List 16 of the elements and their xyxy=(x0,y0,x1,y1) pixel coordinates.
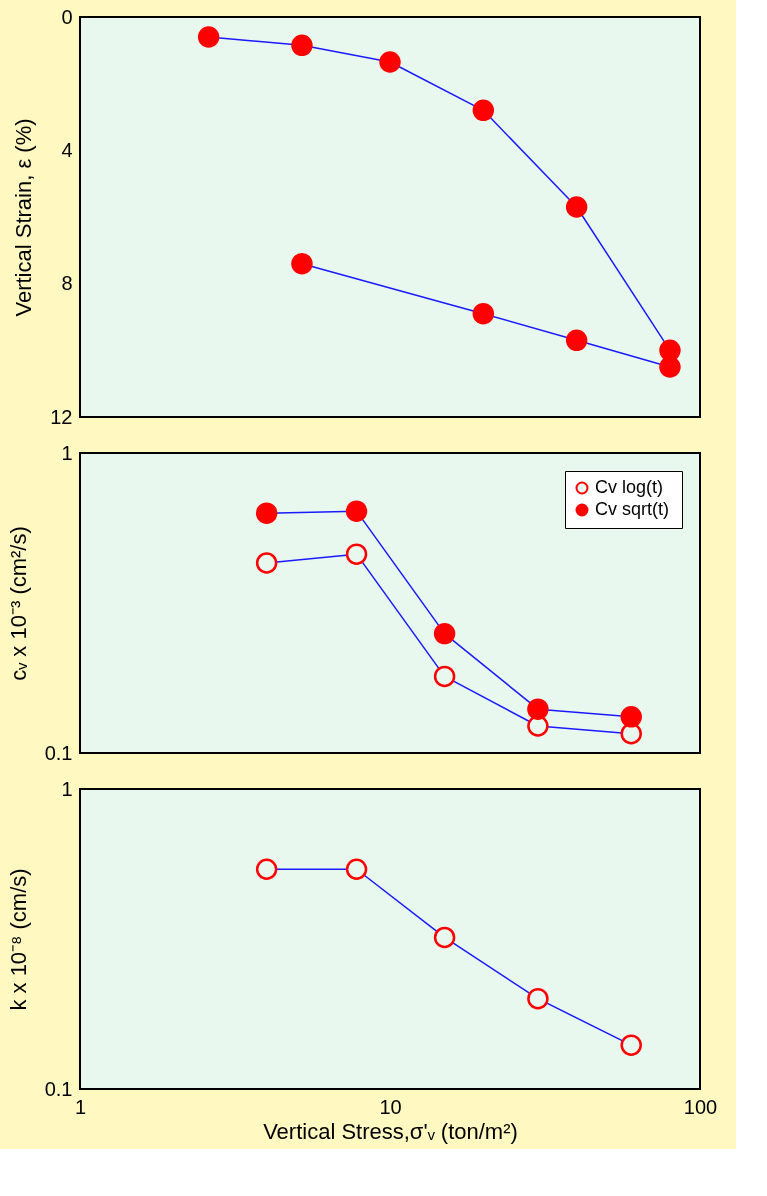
y-tick-label: 12 xyxy=(50,405,73,428)
y-tick-label: 0 xyxy=(61,5,73,28)
y-tick-label: 0.1 xyxy=(44,741,73,764)
x-tick-label: 10 xyxy=(379,1095,402,1118)
y-tick-label: 1 xyxy=(61,441,73,464)
y-tick-label: 8 xyxy=(61,272,73,295)
y-axis-title: cᵥ x 10⁻³ (cm²/s) xyxy=(5,526,31,681)
x-tick-label: 100 xyxy=(683,1095,718,1118)
y-tick-label: 4 xyxy=(61,138,73,161)
x-axis-title: Vertical Stress,σ'ᵥ (ton/m²) xyxy=(263,1118,518,1144)
legend-label: Cv sqrt(t) xyxy=(595,499,669,519)
y-axis-title: k x 10⁻⁸ (cm/s) xyxy=(5,868,31,1011)
y-tick-label: 0.1 xyxy=(44,1077,73,1100)
legend-label: Cv log(t) xyxy=(595,477,664,497)
y-axis-title: Vertical Strain, ε (%) xyxy=(11,118,37,317)
y-tick-label: 1 xyxy=(61,777,73,800)
